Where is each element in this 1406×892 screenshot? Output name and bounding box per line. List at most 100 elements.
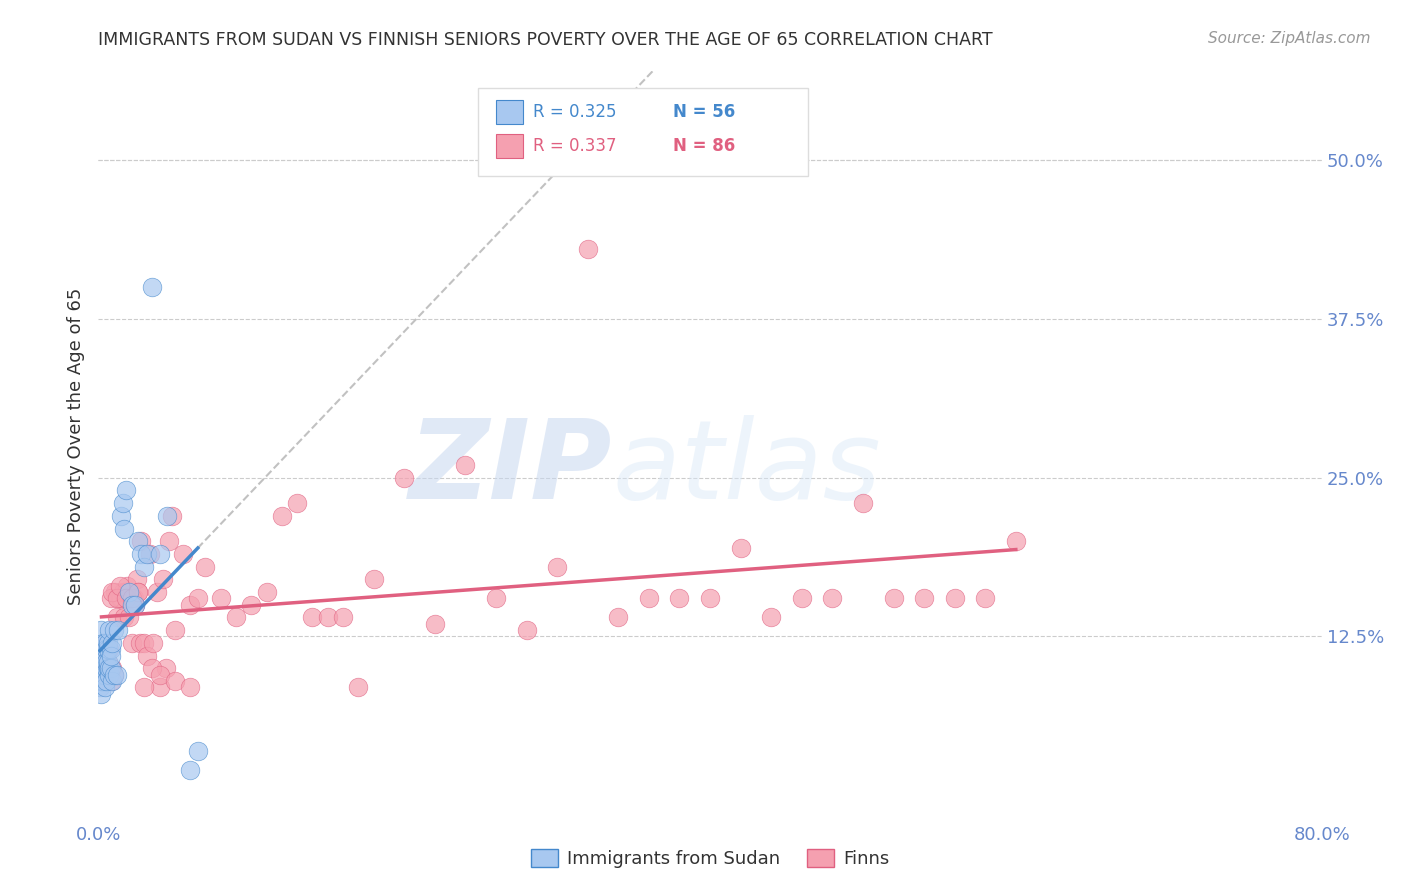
Text: N = 86: N = 86 — [673, 136, 735, 154]
Point — [91, 661, 114, 675]
Point — [125, 572, 148, 586]
Point — [127, 585, 149, 599]
Point — [136, 547, 159, 561]
Point — [225, 610, 247, 624]
Point — [121, 591, 143, 606]
Point — [546, 559, 568, 574]
Point — [98, 661, 121, 675]
Point — [139, 547, 162, 561]
Point — [111, 585, 134, 599]
Point — [128, 636, 150, 650]
Point — [115, 591, 138, 606]
Point — [89, 667, 111, 681]
Point — [98, 623, 121, 637]
Point — [156, 508, 179, 523]
Point — [98, 667, 121, 681]
Point — [90, 661, 112, 675]
Text: R = 0.325: R = 0.325 — [533, 103, 616, 120]
Point — [637, 591, 661, 606]
Point — [90, 687, 112, 701]
Point — [107, 623, 129, 637]
Point — [316, 610, 339, 624]
Point — [98, 642, 121, 657]
Point — [124, 598, 146, 612]
Point — [94, 642, 117, 657]
Point — [101, 636, 124, 650]
Point — [179, 598, 201, 612]
Point — [187, 744, 209, 758]
Point — [149, 667, 172, 681]
Point — [94, 661, 117, 675]
Point — [100, 661, 122, 675]
Point — [759, 610, 782, 624]
Point — [127, 585, 149, 599]
Point — [699, 591, 721, 606]
Point — [129, 534, 152, 549]
Point — [730, 541, 752, 555]
Point — [103, 667, 125, 681]
Point — [90, 661, 112, 675]
Point — [112, 522, 135, 536]
Y-axis label: Seniors Poverty Over the Age of 65: Seniors Poverty Over the Age of 65 — [66, 287, 84, 605]
Point — [363, 572, 385, 586]
Point — [118, 610, 141, 624]
Point — [97, 655, 120, 669]
Point — [194, 559, 217, 574]
Point — [101, 661, 124, 675]
Point — [100, 642, 122, 657]
Point — [94, 673, 117, 688]
Point — [94, 636, 117, 650]
Point — [285, 496, 308, 510]
Point — [90, 648, 112, 663]
Point — [392, 471, 416, 485]
Point — [91, 673, 114, 688]
Point — [332, 610, 354, 624]
Point — [943, 591, 966, 606]
Point — [122, 591, 145, 606]
Text: atlas: atlas — [612, 415, 880, 522]
Point — [107, 591, 129, 606]
Point — [127, 534, 149, 549]
Point — [485, 591, 508, 606]
Point — [94, 661, 117, 675]
Point — [121, 598, 143, 612]
Point — [97, 642, 120, 657]
Point — [423, 616, 446, 631]
Point — [134, 636, 156, 650]
Point — [270, 508, 292, 523]
Point — [108, 591, 131, 606]
Point — [141, 661, 163, 675]
Point — [110, 508, 132, 523]
Point — [576, 242, 599, 256]
Legend: Immigrants from Sudan, Finns: Immigrants from Sudan, Finns — [523, 841, 897, 875]
Point — [105, 610, 128, 624]
Point — [883, 591, 905, 606]
Point — [134, 681, 156, 695]
Point — [115, 585, 138, 599]
Point — [93, 648, 115, 663]
Point — [152, 572, 174, 586]
Point — [93, 681, 115, 695]
Point — [89, 642, 111, 657]
Point — [160, 508, 183, 523]
Point — [912, 591, 935, 606]
Point — [91, 636, 114, 650]
Point — [97, 636, 120, 650]
Point — [121, 636, 143, 650]
Point — [240, 598, 263, 612]
Point — [129, 547, 152, 561]
Point — [100, 648, 122, 663]
Point — [110, 591, 132, 606]
Point — [90, 623, 112, 637]
Point — [134, 559, 156, 574]
Point — [301, 610, 323, 624]
Point — [90, 673, 112, 688]
FancyBboxPatch shape — [478, 87, 808, 177]
Point — [136, 648, 159, 663]
Point — [145, 585, 167, 599]
Point — [1004, 534, 1026, 549]
Point — [209, 591, 232, 606]
Point — [179, 763, 201, 777]
Point — [94, 648, 117, 663]
Point — [91, 667, 114, 681]
